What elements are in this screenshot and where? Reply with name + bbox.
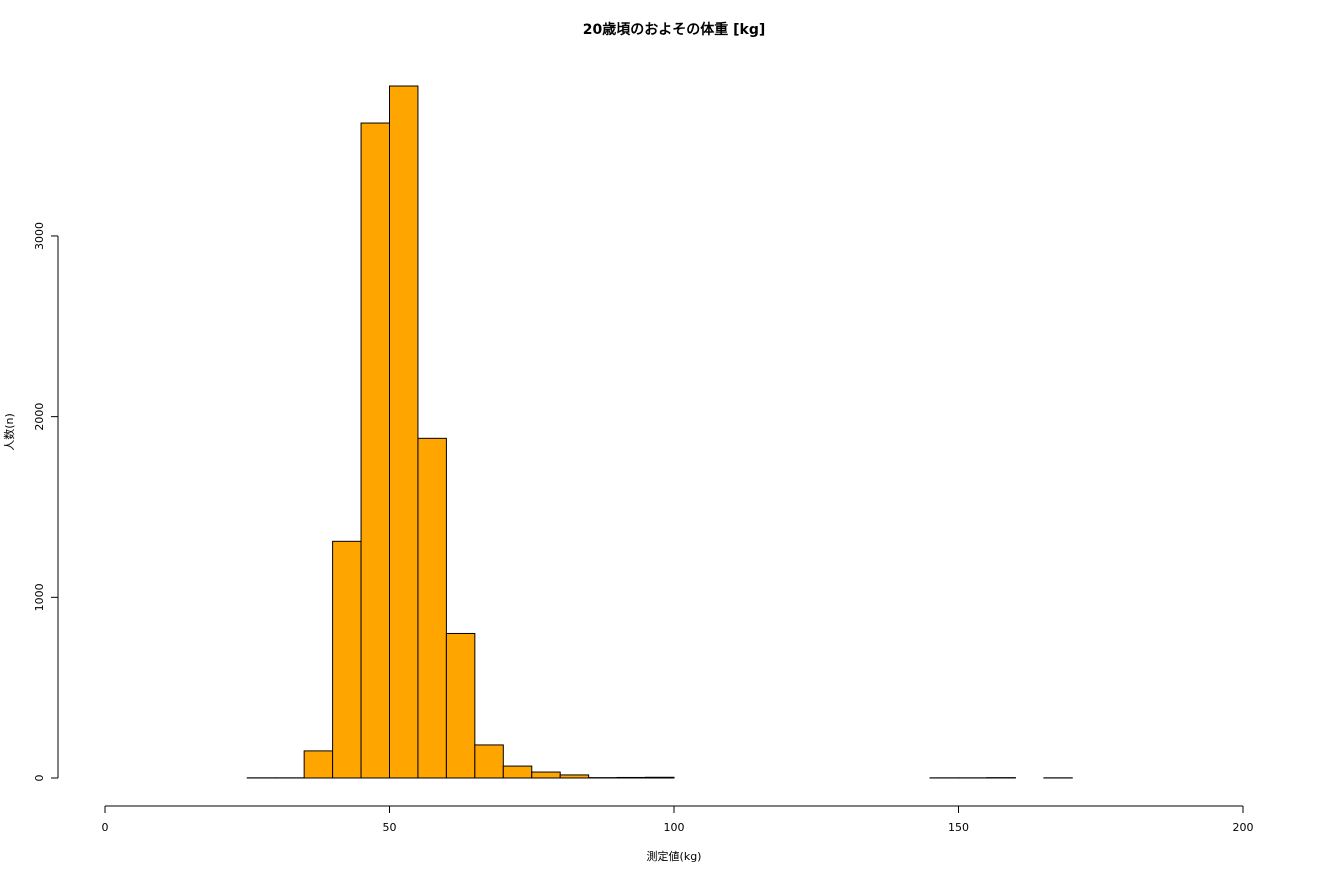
bar bbox=[360, 122, 390, 779]
bar bbox=[502, 765, 533, 779]
y-tick-label: 0 bbox=[33, 775, 46, 782]
x-axis-label: 測定値(kg) bbox=[647, 849, 702, 863]
y-axis-label: 人数(n) bbox=[3, 413, 16, 451]
bar bbox=[616, 776, 647, 779]
chart-title: 20歳頃のおよその体重 [kg] bbox=[583, 21, 766, 38]
bar bbox=[559, 774, 590, 779]
bar bbox=[303, 750, 334, 779]
x-tick-label: 0 bbox=[102, 821, 109, 834]
x-tick-label: 200 bbox=[1233, 821, 1254, 834]
y-tick-label: 1000 bbox=[33, 583, 46, 611]
x-tick-label: 100 bbox=[664, 821, 685, 834]
x-tick-label: 50 bbox=[383, 821, 397, 834]
bar bbox=[389, 85, 419, 779]
x-tick-label: 150 bbox=[948, 821, 969, 834]
y-tick-label: 2000 bbox=[33, 403, 46, 431]
bar bbox=[531, 771, 561, 779]
bar bbox=[445, 632, 476, 779]
bar bbox=[417, 437, 447, 779]
bar bbox=[332, 540, 362, 779]
y-tick-label: 3000 bbox=[33, 222, 46, 250]
bar bbox=[645, 776, 675, 779]
bar bbox=[474, 744, 504, 779]
